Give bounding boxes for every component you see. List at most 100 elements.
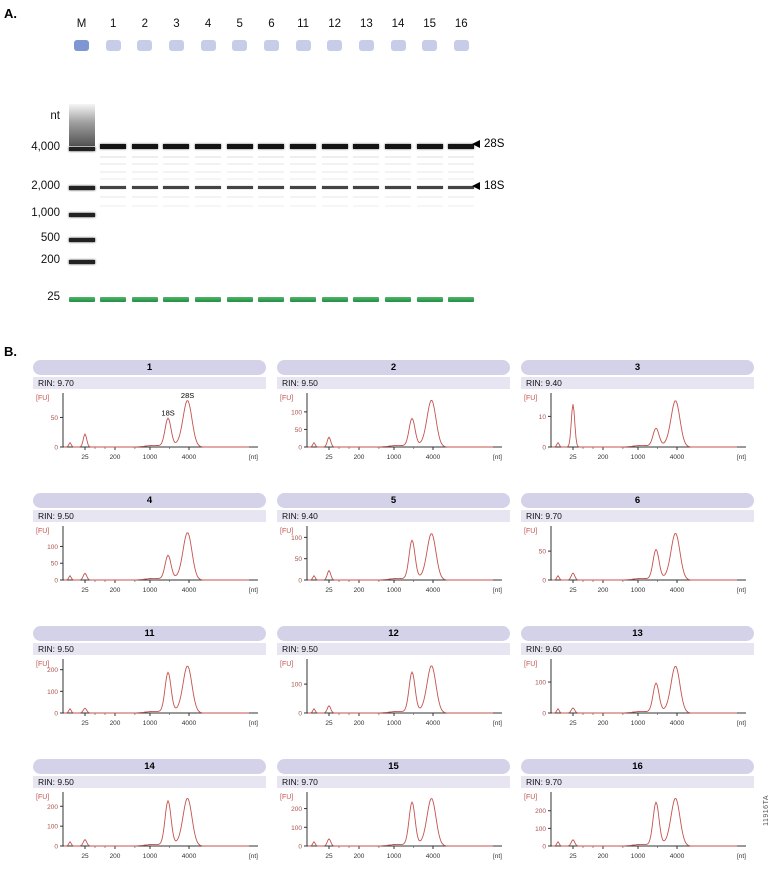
gel-band-28s bbox=[226, 144, 253, 149]
x-tick-label: 25 bbox=[325, 853, 333, 860]
gel-lane-label: 12 bbox=[328, 18, 342, 30]
gel-well-sample bbox=[327, 40, 343, 51]
x-tick-label: 4000 bbox=[670, 720, 685, 727]
gel-faint-band bbox=[226, 178, 253, 180]
gel-faint-band bbox=[416, 163, 443, 165]
y-tick-label: 100 bbox=[47, 824, 58, 831]
y-tick-label: 200 bbox=[535, 808, 546, 815]
electropherogram-panel: 1 RIN: 9.70 [FU] 0 50 25 200 1000 4000 [nt] 18S 2… bbox=[33, 360, 266, 473]
x-tick-label: 25 bbox=[569, 720, 577, 727]
gel-faint-band bbox=[131, 156, 158, 158]
x-tick-label: 200 bbox=[110, 587, 121, 594]
gel-size-label: 1,000 bbox=[31, 207, 60, 219]
gel-marker-band-green bbox=[353, 297, 380, 302]
gel-band-28s bbox=[258, 144, 285, 149]
y-tick-label: 0 bbox=[298, 844, 302, 851]
x-tick-label: 1000 bbox=[387, 720, 402, 727]
gel-faint-band bbox=[163, 163, 190, 165]
gel-band-28s bbox=[195, 144, 222, 149]
nt-axis-label: [nt] bbox=[737, 853, 746, 860]
gel-faint-band bbox=[385, 163, 411, 165]
rna-trace bbox=[64, 798, 249, 847]
gel-faint-band bbox=[195, 178, 222, 180]
gel-faint-band bbox=[321, 163, 348, 165]
gel-faint-band bbox=[100, 196, 127, 198]
x-tick-label: 200 bbox=[598, 853, 609, 860]
rna-trace bbox=[308, 533, 493, 581]
gel-faint-band bbox=[226, 171, 253, 173]
gel-ladder-band bbox=[68, 147, 95, 151]
gel-lane-label: 14 bbox=[391, 18, 405, 30]
nt-axis-label: [nt] bbox=[737, 454, 746, 461]
gel-faint-band bbox=[131, 178, 158, 180]
gel-marker-smear bbox=[68, 104, 95, 146]
gel-lane-label: 5 bbox=[236, 18, 243, 30]
gel-faint-band bbox=[353, 178, 380, 180]
electropherogram-plot: [FU] 0 10 25 200 1000 4000 [nt] bbox=[521, 389, 754, 473]
band-arrow-label: 18S bbox=[484, 180, 505, 192]
rna-trace bbox=[552, 798, 737, 847]
gel-faint-band bbox=[258, 196, 285, 198]
fu-axis-label: [FU] bbox=[36, 528, 49, 535]
gel-faint-band bbox=[385, 156, 411, 158]
rin-value: RIN: 9.50 bbox=[33, 510, 266, 522]
fu-axis-label: [FU] bbox=[280, 794, 293, 801]
nt-axis-label: [nt] bbox=[249, 454, 258, 461]
x-tick-label: 1000 bbox=[143, 853, 158, 860]
gel-well-marker bbox=[74, 40, 89, 51]
gel-lane-label: 1 bbox=[109, 18, 117, 30]
gel-lane-label: 2 bbox=[141, 18, 148, 30]
gel-faint-band bbox=[195, 196, 222, 198]
electropherogram-svg: [FU] 0 100 200 25 200 1000 4000 [nt] bbox=[36, 792, 258, 860]
gel-lane-label: 4 bbox=[204, 18, 212, 30]
gel-faint-band bbox=[353, 163, 380, 165]
electropherogram-panel: 11 RIN: 9.50 [FU] 0 100 200 25 200 1000 4000 [nt… bbox=[33, 626, 266, 739]
gel-well-sample bbox=[390, 40, 406, 51]
y-tick-label: 200 bbox=[291, 806, 302, 813]
y-tick-label: 100 bbox=[47, 689, 58, 696]
gel-well-sample bbox=[358, 40, 374, 51]
fu-axis-label: [FU] bbox=[524, 528, 537, 535]
y-tick-label: 100 bbox=[535, 826, 546, 833]
peak-annotation: 28S bbox=[181, 391, 194, 400]
gel-lane-label: 6 bbox=[268, 18, 275, 30]
gel-faint-band bbox=[353, 196, 380, 198]
electropherogram-svg: [FU] 0 50 100 25 200 1000 4000 [nt] bbox=[280, 526, 502, 594]
gel-faint-band bbox=[321, 178, 348, 180]
gel-size-label: 2,000 bbox=[31, 180, 60, 192]
y-tick-label: 0 bbox=[298, 711, 302, 718]
x-tick-label: 4000 bbox=[426, 454, 441, 461]
gel-faint-band bbox=[290, 156, 317, 158]
x-tick-label: 4000 bbox=[426, 587, 441, 594]
fu-axis-label: [FU] bbox=[280, 661, 293, 668]
nt-axis-label: [nt] bbox=[493, 587, 502, 594]
gel-lane-label: 13 bbox=[359, 18, 373, 30]
y-tick-label: 50 bbox=[295, 427, 303, 434]
y-tick-label: 100 bbox=[47, 544, 58, 551]
gel-ladder-band bbox=[68, 238, 95, 242]
gel-faint-band bbox=[448, 163, 475, 165]
rin-value: RIN: 9.50 bbox=[33, 776, 266, 788]
gel-marker-band-green bbox=[195, 297, 222, 302]
rna-trace bbox=[308, 798, 493, 847]
gel-size-label: 500 bbox=[40, 232, 60, 244]
x-tick-label: 25 bbox=[81, 853, 89, 860]
gel-band-18s bbox=[195, 186, 222, 189]
gel-well-sample bbox=[105, 40, 121, 51]
electropherogram-plot: [FU] 0 50 25 200 1000 4000 [nt] 18S 28S bbox=[33, 389, 266, 473]
gel-band-28s bbox=[321, 144, 348, 149]
gel-faint-band bbox=[385, 171, 411, 173]
fu-axis-label: [FU] bbox=[36, 395, 49, 402]
gel-faint-band bbox=[448, 171, 475, 173]
rin-value: RIN: 9.70 bbox=[521, 510, 754, 522]
panel-a-label: A. bbox=[4, 6, 17, 21]
rna-trace bbox=[552, 533, 737, 581]
electropherogram-plot: [FU] 0 50 25 200 1000 4000 [nt] bbox=[521, 522, 754, 606]
gel-axis-unit-label: nt bbox=[50, 110, 60, 122]
left-arrow-icon bbox=[472, 182, 480, 190]
nt-axis-label: [nt] bbox=[493, 720, 502, 727]
electropherogram-title: 16 bbox=[521, 759, 754, 774]
left-arrow-icon bbox=[472, 140, 480, 148]
electropherogram-panel: 2 RIN: 9.50 [FU] 0 50 100 25 200 1000 4000 [nt] bbox=[277, 360, 510, 473]
gel-faint-band bbox=[195, 205, 222, 207]
